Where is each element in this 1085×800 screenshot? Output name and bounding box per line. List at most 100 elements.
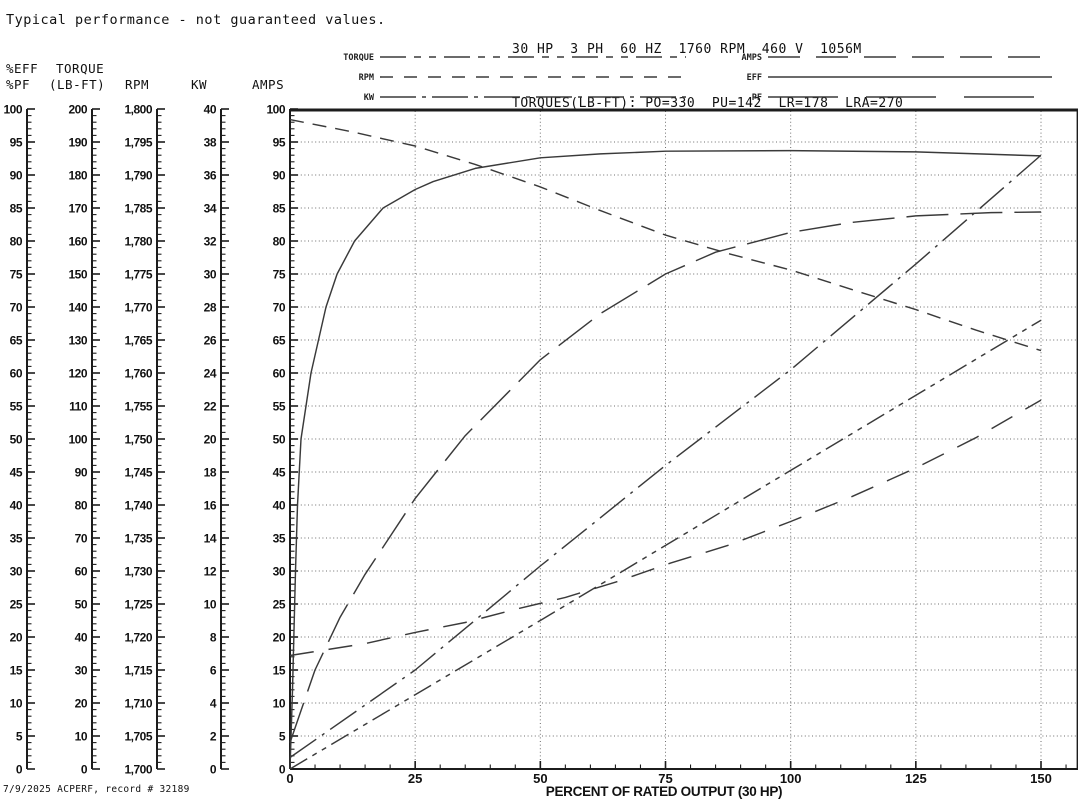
y-tick-label-eff_pf: 95: [10, 136, 23, 150]
x-axis: 0 25 50 75 100 125 150: [286, 761, 1078, 786]
y-tick-label-rpm: 1,765: [124, 334, 152, 348]
y-tick-label-amps: 85: [273, 202, 286, 216]
y-tick-label-eff_pf: 25: [10, 598, 23, 612]
y-tick-label-rpm: 1,715: [124, 664, 152, 678]
curve-eff: [289, 149, 1042, 770]
y-tick-label-torque: 70: [75, 532, 88, 546]
y-tick-label-rpm: 1,745: [124, 466, 152, 480]
y-tick-label-amps: 30: [273, 565, 286, 579]
y-tick-label-rpm: 1,730: [124, 565, 152, 579]
y-tick-label-kw: 32: [204, 235, 217, 249]
y-axis-rpm: 1,800 1,795 1,790 1,785 1,780 1,775 1,770 1,765…: [124, 103, 165, 777]
y-tick-label-kw: 22: [204, 400, 217, 414]
y-tick-label-eff_pf: 70: [10, 301, 23, 315]
y-tick-label-amps: 15: [273, 664, 286, 678]
x-axis-label: PERCENT OF RATED OUTPUT (30 HP): [545, 784, 783, 799]
y-tick-label-torque: 0: [81, 763, 88, 777]
y-tick-label-torque: 20: [75, 697, 88, 711]
y-tick-label-kw: 36: [204, 169, 217, 183]
y-tick-label-eff_pf: 100: [3, 103, 22, 117]
y-tick-label-amps: 40: [273, 499, 286, 513]
legend: TORQUE RPM KW AMPS EFF PF: [343, 53, 1052, 103]
motor-spec-line2: TORQUES(LB-FT): PO=330 PU=142 LR=178 LRA…: [512, 96, 904, 111]
y-axis-torque: 2001901801701601501401301201101009080706…: [68, 103, 100, 777]
y-tick-label-kw: 8: [210, 631, 217, 645]
y-tick-label-torque: 40: [75, 631, 88, 645]
y-tick-label-amps: 35: [273, 532, 286, 546]
y-tick-label-rpm: 1,725: [124, 598, 152, 612]
y-tick-label-torque: 180: [68, 169, 87, 183]
x-tick-label: 100: [780, 771, 802, 786]
y-tick-label-eff_pf: 15: [10, 664, 23, 678]
y-tick-label-amps: 70: [273, 301, 286, 315]
y-tick-label-eff_pf: 5: [16, 730, 23, 744]
y-tick-label-kw: 12: [204, 565, 217, 579]
axis-header-rpm: RPM: [125, 77, 150, 92]
y-tick-label-kw: 2: [210, 730, 217, 744]
y-tick-label-amps: 50: [273, 433, 286, 447]
y-tick-label-rpm: 1,770: [124, 301, 152, 315]
y-tick-label-torque: 60: [75, 565, 88, 579]
y-tick-label-eff_pf: 10: [10, 697, 23, 711]
y-tick-label-eff_pf: 90: [10, 169, 23, 183]
record-footer: 7/9/2025 ACPERF, record # 32189: [3, 784, 190, 795]
y-tick-label-amps: 55: [273, 400, 286, 414]
y-tick-label-kw: 30: [204, 268, 217, 282]
y-tick-label-eff_pf: 35: [10, 532, 23, 546]
curve-amps: [289, 399, 1042, 657]
y-tick-label-eff_pf: 60: [10, 367, 23, 381]
x-tick-label: 125: [905, 771, 927, 786]
y-tick-label-kw: 6: [210, 664, 217, 678]
y-tick-label-rpm: 1,740: [124, 499, 152, 513]
y-tick-label-amps: 90: [273, 169, 286, 183]
y-tick-label-kw: 38: [204, 136, 217, 150]
y-tick-label-eff_pf: 45: [10, 466, 23, 480]
axis-header-amps: AMPS: [252, 77, 285, 92]
y-tick-label-torque: 100: [68, 433, 87, 447]
y-tick-label-torque: 190: [68, 136, 87, 150]
y-tick-label-amps: 60: [273, 367, 286, 381]
y-tick-label-rpm: 1,800: [124, 103, 152, 117]
y-tick-label-rpm: 1,790: [124, 169, 152, 183]
curve-rpm: [289, 118, 1042, 352]
y-axis-eff_pf: 1009590858075706560555045403530252015105…: [3, 103, 35, 777]
y-axis-amps: 1009590858075706560555045403530252015105…: [266, 103, 298, 777]
y-tick-label-torque: 170: [68, 202, 87, 216]
y-tick-label-eff_pf: 65: [10, 334, 23, 348]
y-tick-label-torque: 10: [75, 730, 88, 744]
x-tick-label: 0: [286, 771, 293, 786]
y-tick-label-rpm: 1,755: [124, 400, 152, 414]
y-tick-label-kw: 0: [210, 763, 217, 777]
y-tick-label-torque: 90: [75, 466, 88, 480]
disclaimer-note: Typical performance - not guaranteed val…: [6, 12, 386, 28]
x-tick-label: 150: [1030, 771, 1052, 786]
curve-kw: [289, 154, 1042, 759]
legend-label-eff: EFF: [747, 73, 762, 83]
axis-header-pf: %PF: [6, 77, 31, 92]
axis-header-eff: %EFF: [6, 61, 39, 76]
legend-label-rpm: RPM: [359, 73, 374, 83]
legend-label-amps: AMPS: [742, 53, 762, 63]
y-tick-label-torque: 120: [68, 367, 87, 381]
y-tick-label-eff_pf: 40: [10, 499, 23, 513]
x-tick-label: 50: [533, 771, 547, 786]
y-tick-label-torque: 50: [75, 598, 88, 612]
y-tick-label-torque: 140: [68, 301, 87, 315]
gridlines: [290, 111, 1078, 769]
y-tick-label-eff_pf: 20: [10, 631, 23, 645]
y-tick-label-torque: 110: [69, 400, 88, 414]
y-tick-label-kw: 10: [204, 598, 217, 612]
y-tick-label-eff_pf: 80: [10, 235, 23, 249]
y-tick-label-amps: 75: [273, 268, 286, 282]
y-tick-label-kw: 16: [204, 499, 217, 513]
y-tick-label-amps: 20: [273, 631, 286, 645]
y-tick-label-torque: 160: [68, 235, 87, 249]
y-tick-label-kw: 14: [204, 532, 217, 546]
y-tick-label-amps: 25: [273, 598, 286, 612]
y-tick-label-kw: 18: [204, 466, 217, 480]
y-tick-label-amps: 5: [279, 730, 286, 744]
y-tick-label-kw: 40: [204, 103, 217, 117]
legend-label-torque: TORQUE: [343, 53, 374, 63]
y-tick-label-eff_pf: 0: [16, 763, 23, 777]
